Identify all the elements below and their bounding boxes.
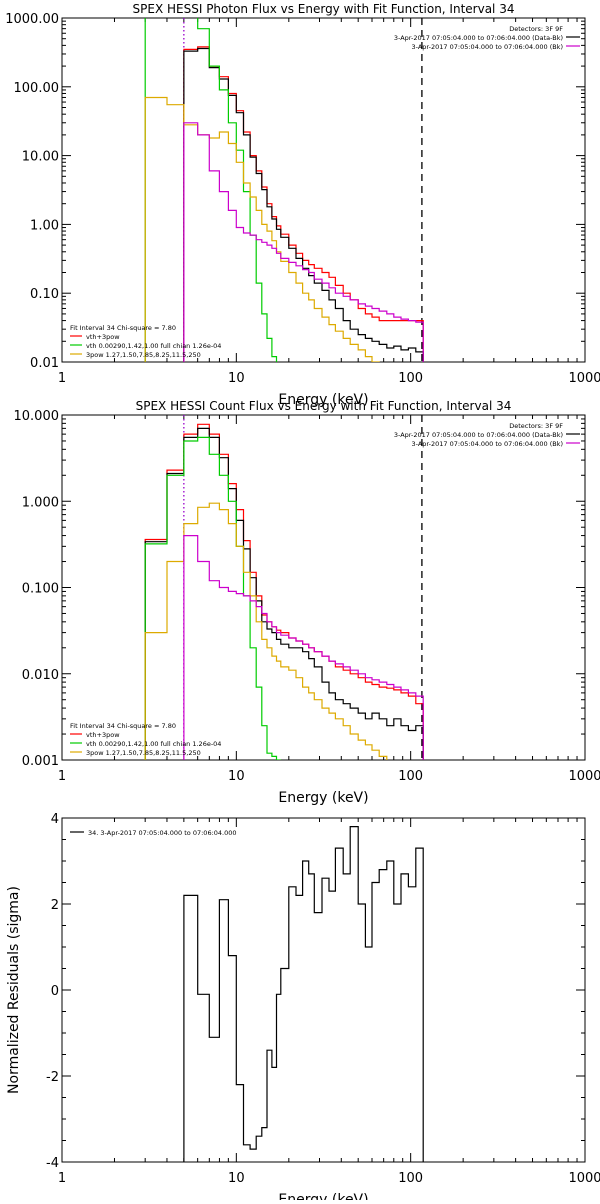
x-tick-label: 1000 [568,371,600,386]
legend-bottomleft-entry: vth+3pow [86,333,120,341]
x-tick-label: 10 [228,371,245,386]
y-tick-label: 0.010 [22,668,59,683]
y-tick-label: 1000.00 [5,12,59,27]
y-tick-label: 0.100 [22,582,59,597]
axes-frame [62,18,585,362]
y-tick-label: 0.01 [30,356,59,371]
y-tick-label: 1.00 [30,218,59,233]
x-tick-label: 10 [228,769,245,784]
panel-3: 1 10 100 1000 Energy (keV) -4 -2 0 2 4 Normalized … [6,812,600,1200]
y-tick-label: 0.10 [30,287,59,302]
series-line-2 [184,49,423,363]
x-axis-label: Energy (keV) [278,1192,368,1200]
legend-bottomleft-entry: vth 0.00290,1.42,1.00 full chian 1.26e-0… [86,342,221,350]
series-line-3 [145,437,281,760]
series-line-4 [145,503,387,760]
series-line-5 [184,536,423,760]
y-tick-label: 4 [51,812,59,827]
legend-bottomleft-entry: Fit Interval 34 Chi-square = 7.80 [70,722,176,730]
y-tick-label: -2 [46,1070,59,1085]
legend-topright-entry: Detectors: 3F 9F [509,25,563,33]
x-tick-label: 1 [58,1171,66,1186]
legend-topleft-entry: 34. 3-Apr-2017 07:05:04.000 to 07:06:04.… [88,829,237,837]
series-line-1 [184,827,423,1162]
y-tick-label: 0 [51,984,59,999]
axes-frame [62,818,585,1162]
series-line-5 [184,123,423,362]
y-tick-label: -4 [46,1156,59,1171]
x-tick-label: 1 [58,769,66,784]
series-line-1 [145,424,423,760]
legend-topright-entry: 3-Apr-2017 07:05:04.000 to 07:06:04.000 … [412,43,563,51]
x-axis-label: Energy (keV) [278,790,368,806]
legend-bottomleft-entry: vth 0.00290,1.42,1.00 full chian 1.26e-0… [86,740,221,748]
legend-bottomleft-entry: 3pow 1.27,1.50,7.85,8.25,11.5,250 [86,351,201,359]
y-tick-label: 1.000 [22,495,59,510]
panel-2: SPEX HESSI Count Flux vs Energy with Fit… [14,399,600,806]
chart-title: SPEX HESSI Photon Flux vs Energy with Fi… [133,2,515,16]
x-tick-label: 100 [398,371,423,386]
y-axis-label: Normalized Residuals (sigma) [6,886,22,1094]
panel-1: SPEX HESSI Photon Flux vs Energy with Fi… [5,0,600,408]
legend-bottomleft-entry: vth+3pow [86,731,120,739]
series-line-1 [184,47,423,362]
y-tick-label: 0.001 [22,754,59,769]
y-tick-label: 10.000 [14,409,60,424]
y-tick-label: 2 [51,898,59,913]
x-tick-label: 100 [398,1171,423,1186]
legend-bottomleft-entry: 3pow 1.27,1.50,7.85,8.25,11.5,250 [86,749,201,757]
x-tick-label: 10 [228,1171,245,1186]
legend-topright-entry: 3-Apr-2017 07:05:04.000 to 07:06:04.000 … [394,34,563,42]
x-tick-label: 100 [398,769,423,784]
y-tick-label: 10.00 [22,150,59,165]
series-line-4 [145,98,423,383]
y-tick-label: 100.00 [14,81,60,96]
chart-title: SPEX HESSI Count Flux vs Energy with Fit… [136,399,512,413]
legend-topright-entry: 3-Apr-2017 07:05:04.000 to 07:06:04.000 … [412,440,563,448]
x-tick-label: 1000 [568,769,600,784]
series-line-2 [145,428,423,760]
legend-bottomleft-entry: Fit Interval 34 Chi-square = 7.80 [70,324,176,332]
legend-topright-entry: Detectors: 3F 9F [509,422,563,430]
x-tick-label: 1000 [568,1171,600,1186]
legend-topright-entry: 3-Apr-2017 07:05:04.000 to 07:06:04.000 … [394,431,563,439]
x-tick-label: 1 [58,371,66,386]
